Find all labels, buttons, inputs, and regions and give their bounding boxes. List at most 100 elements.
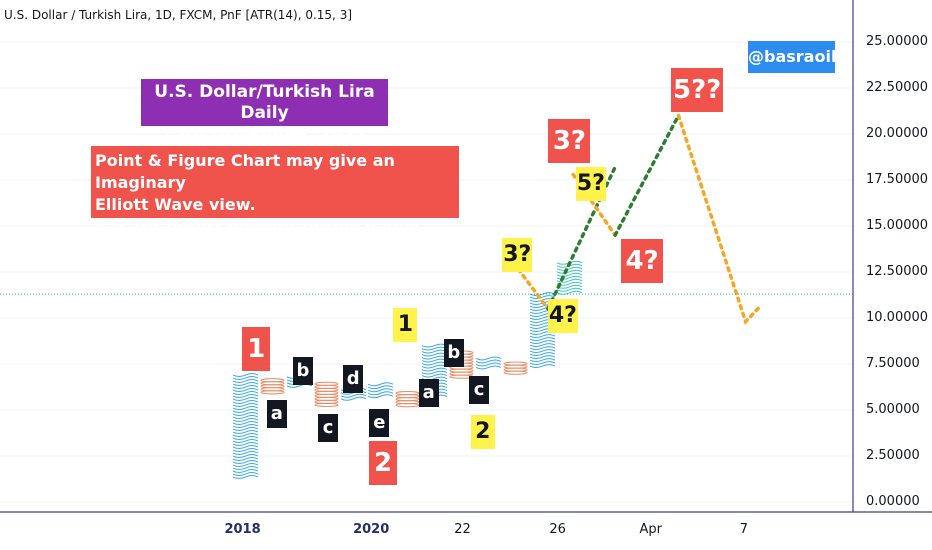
x-mark <box>232 469 259 474</box>
x-mark <box>421 343 448 348</box>
o-column <box>395 391 420 408</box>
o-mark <box>260 390 285 395</box>
disclaimer-note-box: Point & Figure Chart may give an Imagina… <box>91 146 459 236</box>
x-mark <box>556 284 583 289</box>
x-column <box>529 292 556 369</box>
o-mark <box>503 370 528 375</box>
x-mark <box>556 266 583 271</box>
wave-label: a <box>418 379 439 408</box>
wave-label: b <box>443 338 464 367</box>
x-mark <box>529 346 556 351</box>
x-mark <box>232 400 259 405</box>
x-mark <box>529 358 556 363</box>
x-mark <box>475 365 502 370</box>
time-axis-label: 22 <box>454 522 471 537</box>
x-mark <box>232 460 259 465</box>
x-mark <box>232 412 259 417</box>
title-line-2: 23rd November, 2021 <box>161 124 368 144</box>
x-mark <box>340 396 367 401</box>
note-line-2: Elliott Wave view. <box>95 195 256 214</box>
x-mark <box>367 385 394 390</box>
o-column <box>260 378 285 395</box>
x-mark <box>556 269 583 274</box>
x-mark <box>529 292 556 297</box>
x-mark <box>232 379 259 384</box>
o-column <box>314 381 339 407</box>
x-mark <box>232 466 259 471</box>
x-mark <box>529 340 556 345</box>
x-mark <box>529 361 556 366</box>
x-mark <box>232 418 259 423</box>
x-mark <box>421 358 448 363</box>
wave-label: 5?? <box>671 67 724 112</box>
x-mark <box>232 424 259 429</box>
x-mark <box>556 278 583 283</box>
wave-label: 1 <box>242 327 271 372</box>
x-mark <box>232 385 259 390</box>
x-mark <box>232 454 259 459</box>
x-mark <box>367 382 394 387</box>
x-mark <box>232 436 259 441</box>
x-mark <box>475 356 502 361</box>
wave-label: d <box>343 364 364 393</box>
x-mark <box>232 445 259 450</box>
x-mark <box>232 409 259 414</box>
wave-label: 2 <box>470 415 495 450</box>
x-mark <box>232 406 259 411</box>
x-mark <box>232 475 259 480</box>
x-mark <box>232 421 259 426</box>
o-column <box>503 361 528 375</box>
wave-label: e <box>369 408 390 437</box>
x-mark <box>529 343 556 348</box>
x-mark <box>421 352 448 357</box>
x-mark <box>367 394 394 399</box>
o-mark <box>395 403 420 408</box>
price-axis-label: 17.50000 <box>866 172 929 187</box>
x-mark <box>232 415 259 420</box>
x-mark <box>421 349 448 354</box>
price-axis-label: 12.50000 <box>866 264 929 279</box>
x-mark <box>232 433 259 438</box>
grid-lines <box>0 41 853 503</box>
price-axis-label: 20.00000 <box>866 126 929 141</box>
x-mark <box>421 364 448 369</box>
x-mark <box>232 388 259 393</box>
x-mark <box>232 391 259 396</box>
x-mark <box>232 463 259 468</box>
x-mark <box>367 388 394 393</box>
note-line-1: Point & Figure Chart may give an Imagina… <box>95 151 395 192</box>
x-mark <box>421 355 448 360</box>
price-axis-label: 0.00000 <box>866 494 920 509</box>
x-mark <box>475 359 502 364</box>
wave-label: 1 <box>393 308 418 343</box>
x-mark <box>529 349 556 354</box>
price-axis-label: 2.50000 <box>866 448 920 463</box>
x-mark <box>556 272 583 277</box>
x-mark <box>232 448 259 453</box>
x-mark <box>556 287 583 292</box>
price-axis-label: 15.00000 <box>866 218 929 233</box>
chart-header-title: U.S. Dollar / Turkish Lira, 1D, FXCM, Pn… <box>4 8 353 22</box>
price-axis-label: 5.00000 <box>866 402 920 417</box>
x-mark <box>421 370 448 375</box>
x-mark <box>232 373 259 378</box>
x-mark <box>232 427 259 432</box>
x-mark <box>232 430 259 435</box>
x-mark <box>340 393 367 398</box>
x-mark <box>529 295 556 300</box>
wave-label: c <box>318 414 339 443</box>
wave-label: 3? <box>548 119 591 164</box>
wave-label: 2 <box>369 441 398 486</box>
x-column <box>475 356 502 370</box>
projection-orange-3 <box>676 113 762 326</box>
x-mark <box>232 442 259 447</box>
x-mark <box>367 391 394 396</box>
x-mark <box>475 362 502 367</box>
wave-label: b <box>292 357 313 386</box>
o-mark <box>314 402 339 407</box>
x-mark <box>556 290 583 295</box>
time-axis-label: 7 <box>739 522 749 537</box>
projection-green-2 <box>613 113 681 237</box>
note-line-3: It is for entertainment purpose only. <box>95 217 425 236</box>
x-mark <box>421 361 448 366</box>
